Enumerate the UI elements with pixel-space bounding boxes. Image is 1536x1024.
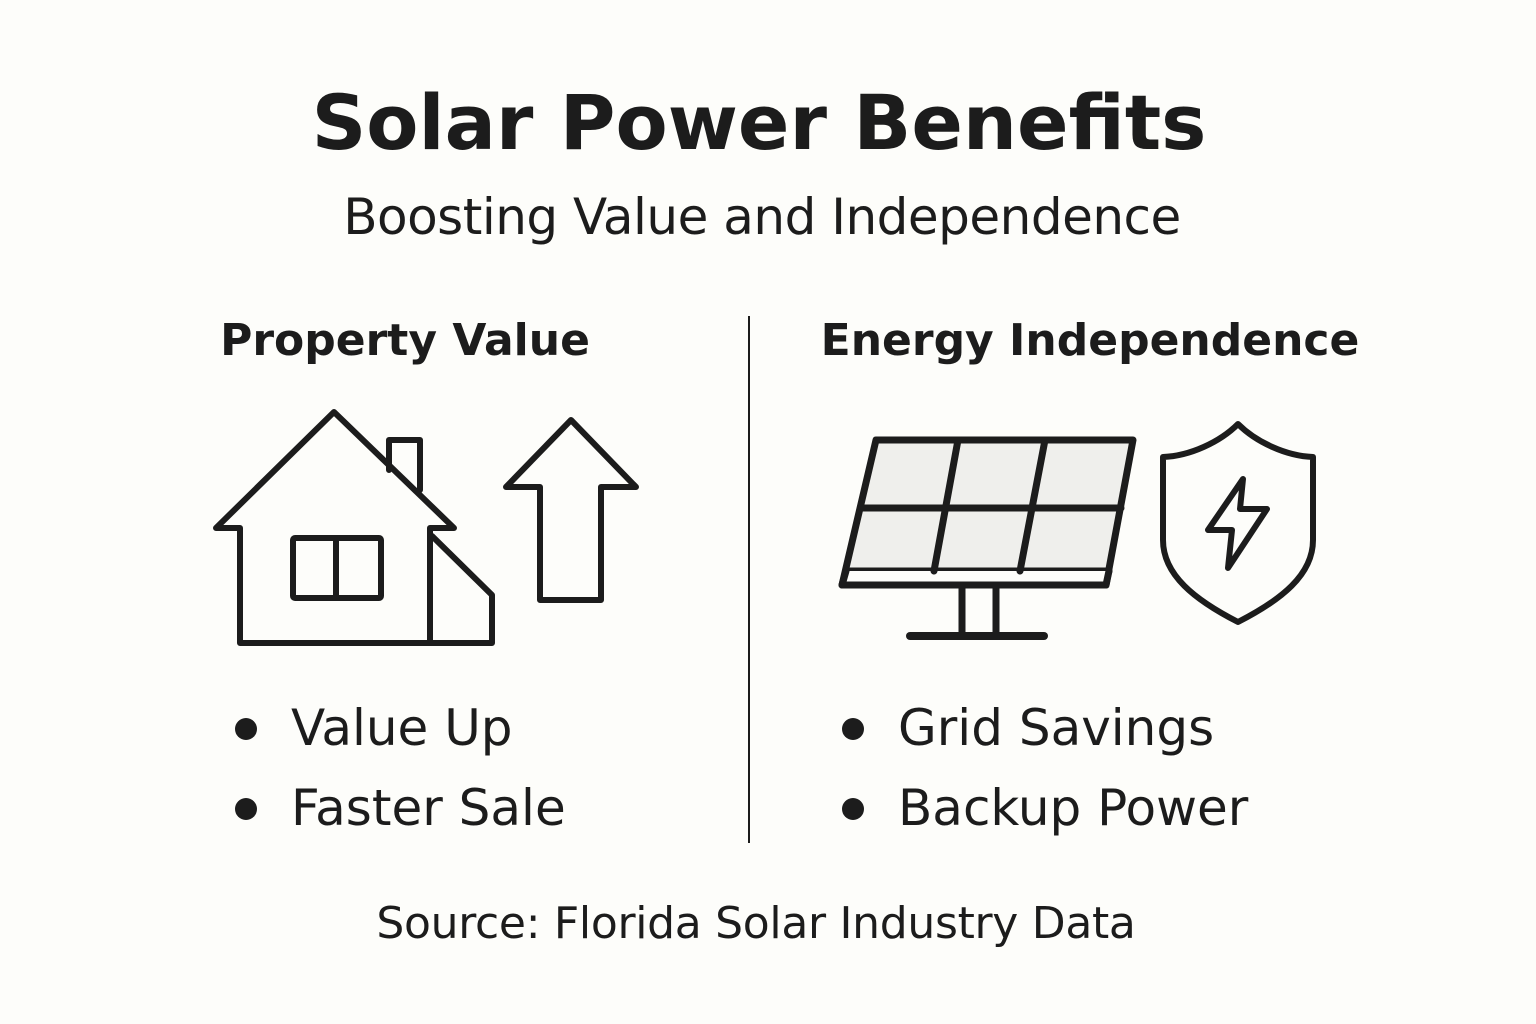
list-item: Value Up — [235, 688, 566, 768]
page-title: Solar Power Benefits — [311, 78, 1207, 167]
bullet-icon — [235, 718, 257, 740]
list-item: Faster Sale — [235, 768, 566, 848]
source-citation: Source: Florida Solar Industry Data — [376, 898, 1136, 949]
bullet-icon — [842, 798, 864, 820]
energy-independence-list: Grid Savings Backup Power — [842, 688, 1248, 848]
column-divider — [748, 316, 750, 843]
property-value-list: Value Up Faster Sale — [235, 688, 566, 848]
bullet-icon — [842, 718, 864, 740]
property-value-heading: Property Value — [220, 315, 590, 366]
energy-independence-heading: Energy Independence — [820, 315, 1360, 366]
list-item: Backup Power — [842, 768, 1248, 848]
list-item: Grid Savings — [842, 688, 1248, 768]
page-subtitle: Boosting Value and Independence — [343, 188, 1181, 246]
bullet-icon — [235, 798, 257, 820]
